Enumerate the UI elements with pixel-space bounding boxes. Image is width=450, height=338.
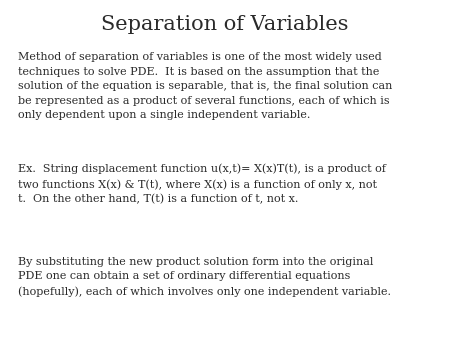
Text: Method of separation of variables is one of the most widely used
techniques to s: Method of separation of variables is one… [18,52,392,120]
Text: Separation of Variables: Separation of Variables [101,15,349,34]
Text: By substituting the new product solution form into the original
PDE one can obta: By substituting the new product solution… [18,257,391,296]
Text: Ex.  String displacement function u(x,t)= X(x)T(t), is a product of
two function: Ex. String displacement function u(x,t)=… [18,164,386,205]
